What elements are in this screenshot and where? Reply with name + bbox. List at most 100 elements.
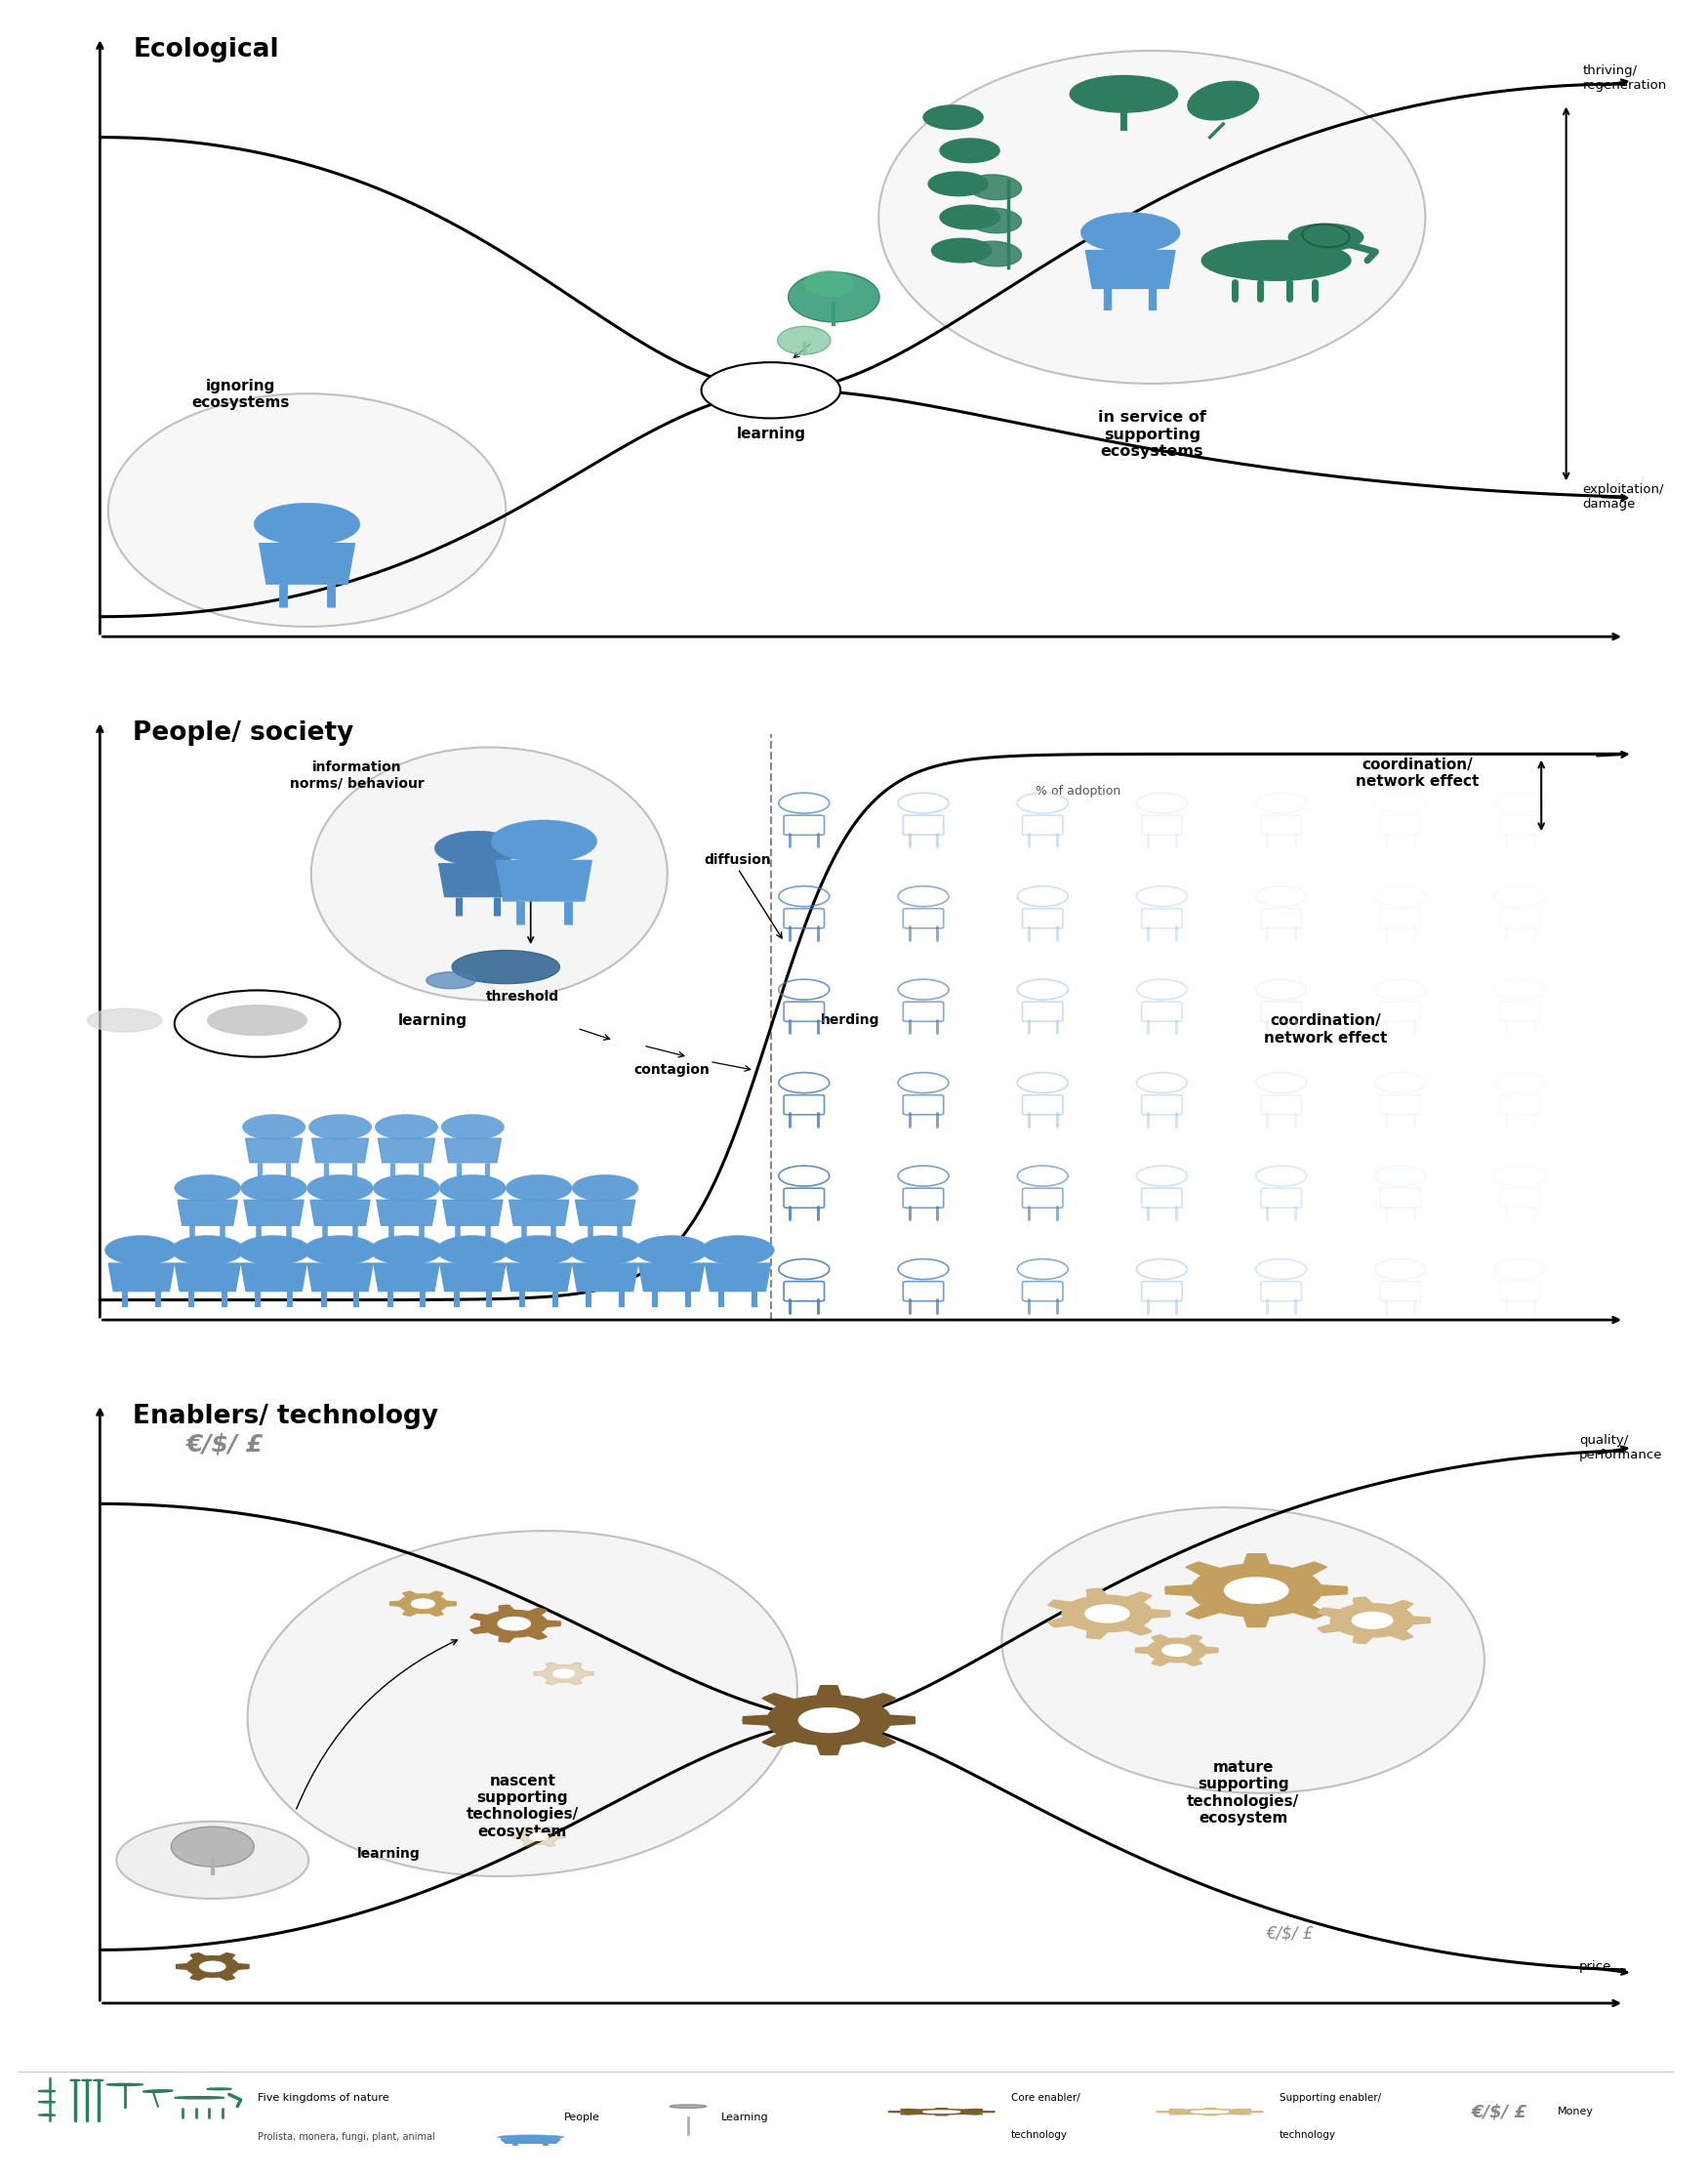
Text: Supporting enabler/: Supporting enabler/ xyxy=(1279,2093,1382,2102)
Polygon shape xyxy=(307,1264,372,1290)
Polygon shape xyxy=(576,1201,635,1225)
Circle shape xyxy=(572,1175,639,1201)
Circle shape xyxy=(506,1175,572,1201)
Polygon shape xyxy=(377,1138,436,1162)
Circle shape xyxy=(1192,2111,1228,2113)
Polygon shape xyxy=(1136,1634,1218,1665)
Polygon shape xyxy=(444,1138,500,1162)
Circle shape xyxy=(929,172,987,196)
Ellipse shape xyxy=(1301,224,1349,248)
Text: contagion: contagion xyxy=(634,1064,709,1077)
Ellipse shape xyxy=(108,394,506,627)
Circle shape xyxy=(412,1599,434,1608)
Text: diffusion: diffusion xyxy=(704,853,772,866)
Polygon shape xyxy=(572,1264,639,1290)
Polygon shape xyxy=(1086,250,1175,289)
Circle shape xyxy=(702,1236,774,1264)
Ellipse shape xyxy=(1288,224,1363,250)
Polygon shape xyxy=(639,1264,704,1290)
Circle shape xyxy=(376,1114,437,1140)
Circle shape xyxy=(702,363,840,418)
Circle shape xyxy=(441,1114,504,1140)
Ellipse shape xyxy=(143,2089,173,2093)
Polygon shape xyxy=(260,544,355,583)
Text: price: price xyxy=(1580,1961,1612,1974)
Circle shape xyxy=(304,1236,376,1264)
Polygon shape xyxy=(246,1138,302,1162)
Text: Prolista, monera, fungi, plant, animal: Prolista, monera, fungi, plant, animal xyxy=(258,2132,436,2141)
Text: technology: technology xyxy=(1011,2130,1068,2139)
Polygon shape xyxy=(244,1201,304,1225)
Circle shape xyxy=(931,239,991,263)
Ellipse shape xyxy=(1202,242,1351,281)
Circle shape xyxy=(569,1236,642,1264)
Text: €/$/ £: €/$/ £ xyxy=(1266,1924,1313,1941)
Circle shape xyxy=(200,1961,225,1971)
Circle shape xyxy=(241,1175,307,1201)
Circle shape xyxy=(1081,213,1180,252)
Circle shape xyxy=(939,205,999,228)
Circle shape xyxy=(924,104,984,128)
Circle shape xyxy=(939,139,999,163)
Polygon shape xyxy=(1317,1597,1430,1643)
Text: nascent
supporting
technologies/
ecosystem: nascent supporting technologies/ ecosyst… xyxy=(466,1773,579,1839)
Polygon shape xyxy=(705,1264,770,1290)
Polygon shape xyxy=(376,1201,436,1225)
Text: herding: herding xyxy=(820,1014,880,1027)
Polygon shape xyxy=(1165,1554,1348,1628)
Circle shape xyxy=(1353,1612,1392,1628)
Ellipse shape xyxy=(878,50,1426,383)
Text: mature
supporting
technologies/
ecosystem: mature supporting technologies/ ecosyste… xyxy=(1187,1760,1300,1826)
Text: Core enabler/: Core enabler/ xyxy=(1011,2093,1079,2102)
Text: €/$/ £: €/$/ £ xyxy=(186,1432,263,1456)
Ellipse shape xyxy=(248,1532,798,1876)
Text: learning: learning xyxy=(736,426,806,442)
Circle shape xyxy=(529,1832,548,1841)
Ellipse shape xyxy=(777,326,830,355)
Polygon shape xyxy=(1156,2109,1262,2115)
Ellipse shape xyxy=(171,1826,254,1867)
Ellipse shape xyxy=(87,1010,162,1031)
Polygon shape xyxy=(109,1264,174,1290)
Ellipse shape xyxy=(1003,1508,1484,1793)
Polygon shape xyxy=(439,864,516,897)
Text: information
norms/ behaviour: information norms/ behaviour xyxy=(289,762,424,790)
Text: exploitation/
damage: exploitation/ damage xyxy=(1583,483,1664,511)
Circle shape xyxy=(497,1617,531,1630)
Circle shape xyxy=(799,1708,859,1732)
Polygon shape xyxy=(313,1138,369,1162)
Circle shape xyxy=(171,1236,244,1264)
Circle shape xyxy=(307,1175,374,1201)
Polygon shape xyxy=(497,860,591,901)
Text: learning: learning xyxy=(398,1014,468,1027)
Ellipse shape xyxy=(453,951,560,984)
Circle shape xyxy=(116,1821,309,1900)
Text: People: People xyxy=(564,2113,600,2122)
Text: ignoring
ecosystems: ignoring ecosystems xyxy=(191,379,290,411)
Circle shape xyxy=(309,1114,372,1140)
Polygon shape xyxy=(174,1264,241,1290)
Polygon shape xyxy=(441,1264,506,1290)
Text: quality/
performance: quality/ performance xyxy=(1580,1434,1664,1462)
Circle shape xyxy=(1163,1645,1190,1656)
Text: Five kingdoms of nature: Five kingdoms of nature xyxy=(258,2093,389,2102)
Circle shape xyxy=(553,1669,574,1678)
Ellipse shape xyxy=(968,209,1021,233)
Polygon shape xyxy=(888,2109,994,2115)
Circle shape xyxy=(1225,1578,1288,1604)
Circle shape xyxy=(237,1236,311,1264)
Text: thriving/
regeneration: thriving/ regeneration xyxy=(1583,63,1667,91)
Ellipse shape xyxy=(427,973,477,988)
Circle shape xyxy=(436,1236,509,1264)
Text: People/ society: People/ society xyxy=(133,720,354,746)
Polygon shape xyxy=(500,2139,560,2143)
Polygon shape xyxy=(506,1264,572,1290)
Circle shape xyxy=(497,2135,564,2139)
Polygon shape xyxy=(311,1201,371,1225)
Polygon shape xyxy=(178,1201,237,1225)
Circle shape xyxy=(922,2111,960,2113)
Polygon shape xyxy=(241,1264,307,1290)
Polygon shape xyxy=(512,1828,565,1847)
Circle shape xyxy=(1085,1606,1129,1623)
Circle shape xyxy=(635,1236,707,1264)
